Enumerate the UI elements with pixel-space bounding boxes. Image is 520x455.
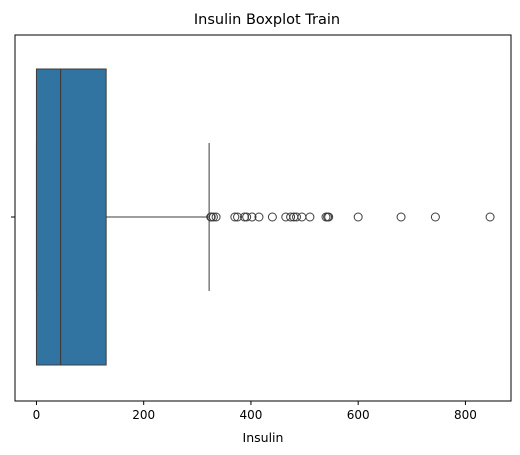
iqr-box (35, 68, 107, 366)
outlier-point (242, 212, 252, 222)
outlier-point (254, 212, 264, 222)
outlier-point (233, 212, 243, 222)
outlier-point (247, 212, 257, 222)
outlier-point (292, 212, 302, 222)
outlier-point (208, 212, 218, 222)
outlier-point (206, 212, 216, 222)
outlier-point (353, 212, 363, 222)
outlier-point (211, 212, 221, 222)
outlier-point (396, 212, 406, 222)
x-tick-label: 800 (454, 408, 477, 422)
x-tick-label: 0 (33, 408, 41, 422)
x-axis-label: Insulin (243, 430, 284, 445)
chart-title: Insulin Boxplot Train (194, 12, 340, 28)
outlier-point (430, 212, 440, 222)
outlier-point (286, 212, 296, 222)
x-tick-label: 400 (239, 408, 262, 422)
outlier-point (267, 212, 277, 222)
outlier-point (230, 212, 240, 222)
plot-area (35, 68, 495, 366)
outlier-point (305, 212, 315, 222)
outlier-point (485, 212, 495, 222)
outlier-point (281, 212, 291, 222)
x-tick-label: 600 (347, 408, 370, 422)
x-tick-label: 200 (132, 408, 155, 422)
x-axis-ticks: 0 200 400 600 800 (33, 401, 477, 422)
outlier-point (297, 212, 307, 222)
outlier-point (324, 212, 334, 222)
axes-frame (14, 34, 512, 402)
